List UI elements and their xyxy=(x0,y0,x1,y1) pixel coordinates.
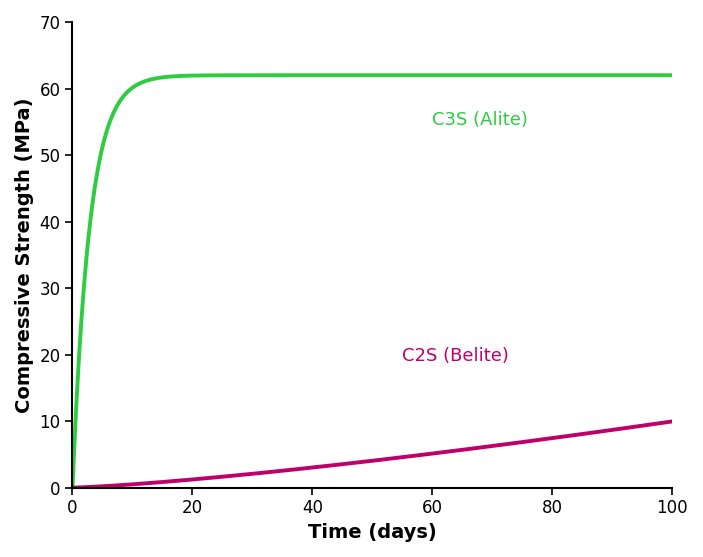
X-axis label: Time (days): Time (days) xyxy=(308,523,437,542)
Y-axis label: Compressive Strength (MPa): Compressive Strength (MPa) xyxy=(15,97,34,413)
Text: C2S (Belite): C2S (Belite) xyxy=(402,347,509,365)
Text: C3S (Alite): C3S (Alite) xyxy=(432,111,528,129)
